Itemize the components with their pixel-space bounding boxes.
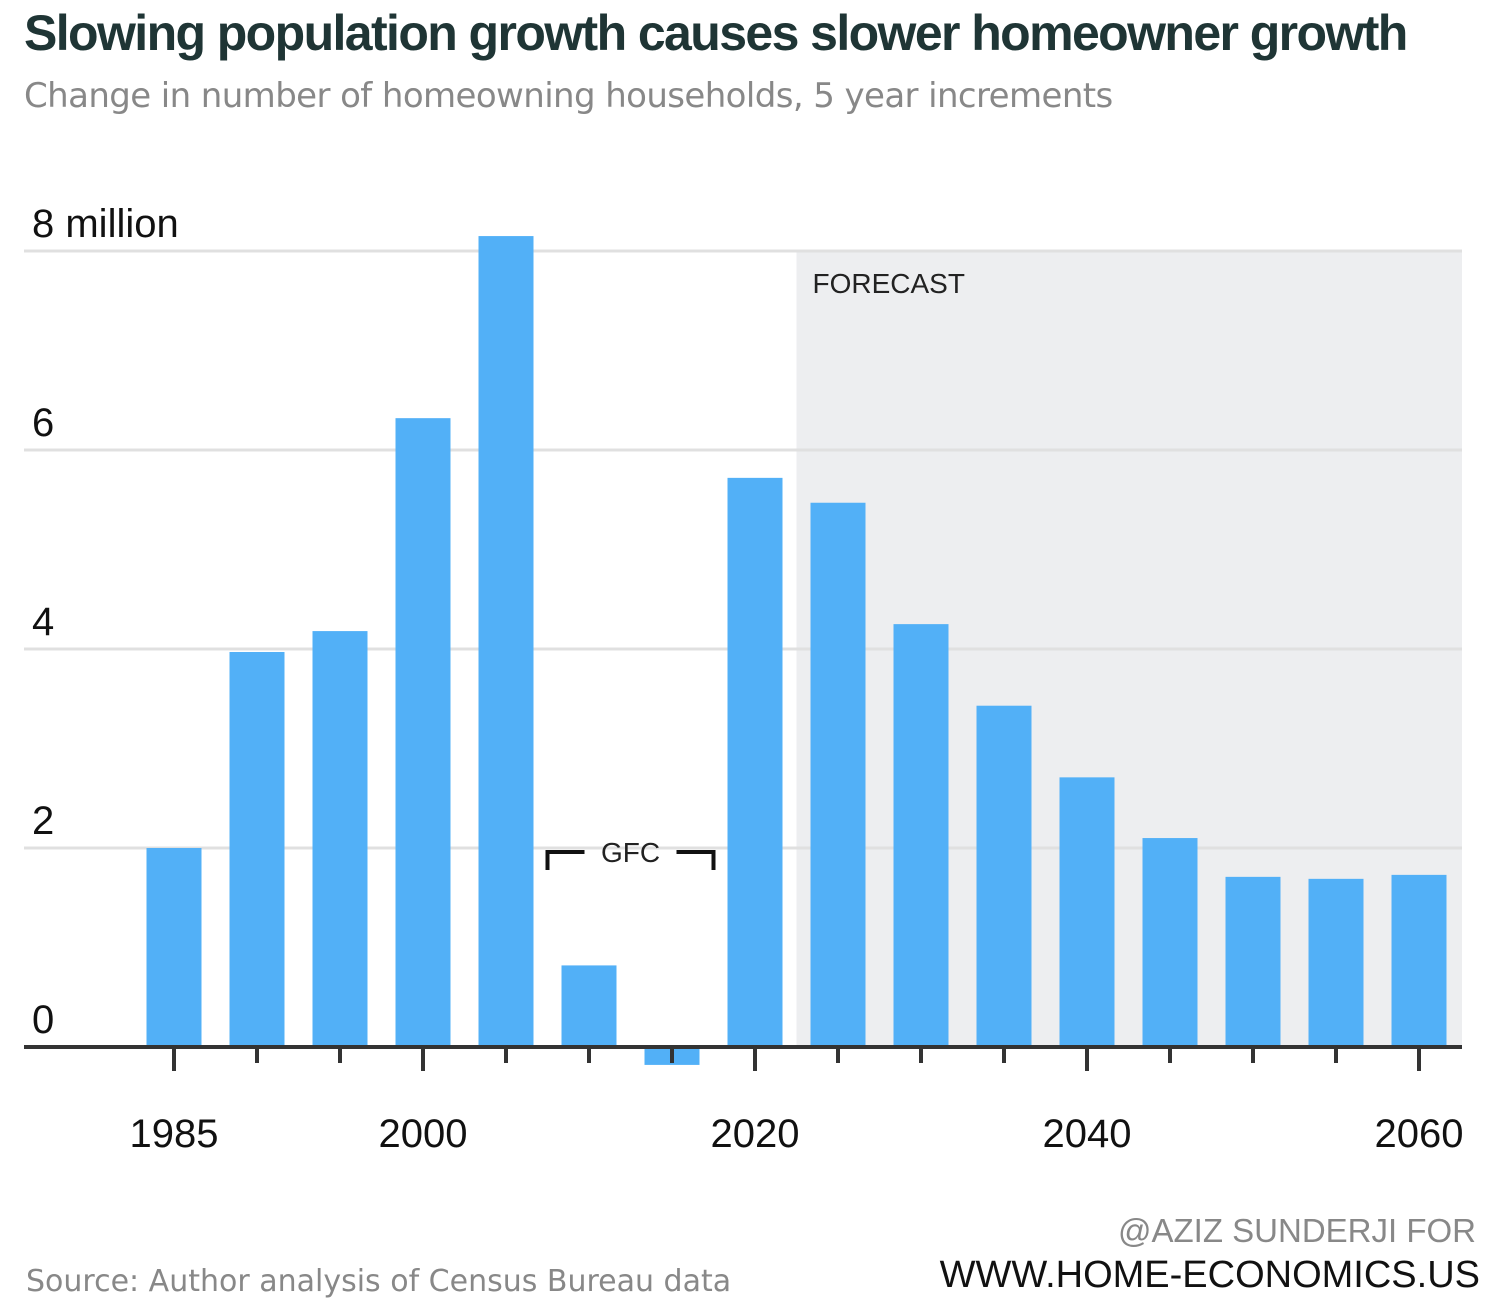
y-tick-label: 0 — [32, 998, 54, 1042]
bar-2000 — [395, 418, 451, 1047]
bar-2040 — [1059, 777, 1115, 1047]
x-tick-label: 2020 — [711, 1112, 800, 1156]
bar-2005 — [478, 236, 534, 1047]
y-tick-label: 4 — [32, 600, 54, 644]
bar-2035 — [976, 705, 1032, 1047]
bar-2045 — [1142, 838, 1198, 1047]
gfc-bracket — [545, 850, 716, 870]
bar-1995 — [312, 631, 368, 1047]
source-note: Source: Author analysis of Census Bureau… — [26, 1264, 732, 1299]
y-tick-label: 8 million — [32, 202, 179, 246]
bar-1985 — [146, 848, 202, 1047]
bar-2060 — [1391, 874, 1447, 1047]
credit-author: @AZIZ SUNDERJI FOR — [1117, 1212, 1476, 1249]
credit-website: WWW.HOME-ECONOMICS.US — [939, 1254, 1480, 1296]
x-tick-label: 1985 — [130, 1112, 219, 1156]
forecast-label: FORECAST — [813, 268, 965, 299]
bar-2050 — [1225, 876, 1281, 1047]
x-tick-label: 2060 — [1375, 1112, 1464, 1156]
y-tick-label: 2 — [32, 799, 54, 843]
y-tick-label: 6 — [32, 401, 54, 445]
bar-2010 — [561, 965, 617, 1047]
bar-2025 — [810, 502, 866, 1047]
bar-2055 — [1308, 878, 1364, 1047]
chart-subtitle: Change in number of homeowning household… — [24, 76, 1113, 116]
bar-1990 — [229, 651, 285, 1047]
bar-2030 — [893, 624, 949, 1047]
x-tick-label: 2000 — [379, 1112, 468, 1156]
gfc-label: GFC — [601, 837, 660, 868]
x-tick-label: 2040 — [1043, 1112, 1132, 1156]
bar-2020 — [727, 477, 783, 1047]
chart-title: Slowing population growth causes slower … — [24, 5, 1408, 61]
